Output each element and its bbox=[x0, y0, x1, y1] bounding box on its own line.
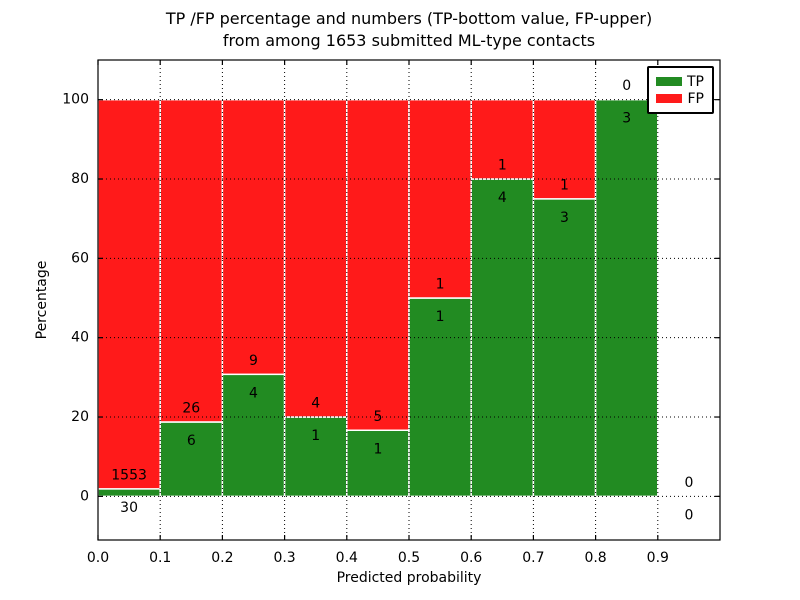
fp-count-label: 9 bbox=[249, 353, 258, 369]
bar-tp-segment bbox=[159, 421, 224, 498]
y-tick-label: 100 bbox=[62, 92, 89, 108]
chart-title: TP /FP percentage and numbers (TP-bottom… bbox=[98, 8, 720, 52]
fp-count-label: 0 bbox=[622, 78, 631, 94]
chart-title-line1: TP /FP percentage and numbers (TP-bottom… bbox=[165, 9, 653, 28]
legend-tp-swatch-icon bbox=[656, 77, 682, 86]
legend: TP FP bbox=[647, 66, 714, 114]
x-tick-label: 0.5 bbox=[398, 550, 420, 566]
x-tick-label: 0.0 bbox=[87, 550, 109, 566]
legend-item-fp: FP bbox=[656, 90, 704, 107]
x-tick-label: 0.6 bbox=[460, 550, 482, 566]
tp-count-label: 0 bbox=[684, 507, 693, 523]
tp-count-label: 3 bbox=[560, 210, 569, 226]
y-tick-label: 20 bbox=[71, 409, 89, 425]
bar-tp-segment bbox=[346, 429, 410, 498]
fp-count-label: 1 bbox=[498, 158, 507, 174]
legend-fp-label: FP bbox=[687, 90, 705, 107]
tp-count-label: 6 bbox=[187, 433, 196, 449]
tp-count-label: 1 bbox=[311, 428, 320, 444]
tp-count-label: 1 bbox=[373, 441, 382, 457]
y-tick-label: 0 bbox=[80, 488, 89, 504]
y-tick-label: 80 bbox=[71, 171, 89, 187]
bar-fp-segment bbox=[97, 98, 161, 490]
fp-count-label: 0 bbox=[684, 475, 693, 491]
bar-fp-segment bbox=[346, 98, 410, 431]
chart-title-line2: from among 1653 submitted ML-type contac… bbox=[222, 31, 596, 50]
fp-count-label: 1553 bbox=[111, 467, 147, 483]
bar-tp-segment bbox=[408, 297, 472, 498]
y-tick-label: 40 bbox=[71, 330, 89, 346]
bar-fp-segment bbox=[283, 98, 348, 418]
x-tick-label: 0.7 bbox=[522, 550, 544, 566]
fp-count-label: 4 bbox=[311, 396, 320, 412]
bar-tp-segment bbox=[594, 98, 659, 498]
x-tick-label: 0.2 bbox=[211, 550, 233, 566]
x-tick-label: 0.4 bbox=[336, 550, 358, 566]
bar-tp-segment bbox=[97, 488, 161, 498]
legend-tp-label: TP bbox=[687, 73, 704, 90]
bar-fp-segment bbox=[159, 98, 224, 423]
tp-count-label: 30 bbox=[120, 500, 138, 516]
legend-item-tp: TP bbox=[656, 73, 704, 90]
bar-fp-segment bbox=[470, 98, 535, 180]
bar-fp-segment bbox=[532, 98, 597, 200]
legend-fp-swatch-icon bbox=[656, 94, 682, 103]
tp-count-label: 3 bbox=[622, 111, 631, 127]
x-tick-label: 0.3 bbox=[273, 550, 295, 566]
bar-tp-segment bbox=[532, 198, 597, 498]
x-tick-label: 0.9 bbox=[647, 550, 669, 566]
tp-count-label: 4 bbox=[498, 190, 507, 206]
x-axis-label: Predicted probability bbox=[337, 570, 482, 586]
x-tick-label: 0.1 bbox=[149, 550, 171, 566]
x-tick-label: 0.8 bbox=[584, 550, 606, 566]
fp-count-label: 5 bbox=[373, 409, 382, 425]
bar-fp-segment bbox=[408, 98, 472, 299]
bar-fp-segment bbox=[221, 98, 286, 376]
fp-count-label: 1 bbox=[436, 277, 445, 293]
y-axis-label: Percentage bbox=[34, 261, 50, 340]
fp-count-label: 1 bbox=[560, 177, 569, 193]
tp-count-label: 1 bbox=[436, 309, 445, 325]
fp-count-label: 26 bbox=[182, 400, 200, 416]
y-tick-label: 60 bbox=[71, 250, 89, 266]
tp-count-label: 4 bbox=[249, 385, 258, 401]
